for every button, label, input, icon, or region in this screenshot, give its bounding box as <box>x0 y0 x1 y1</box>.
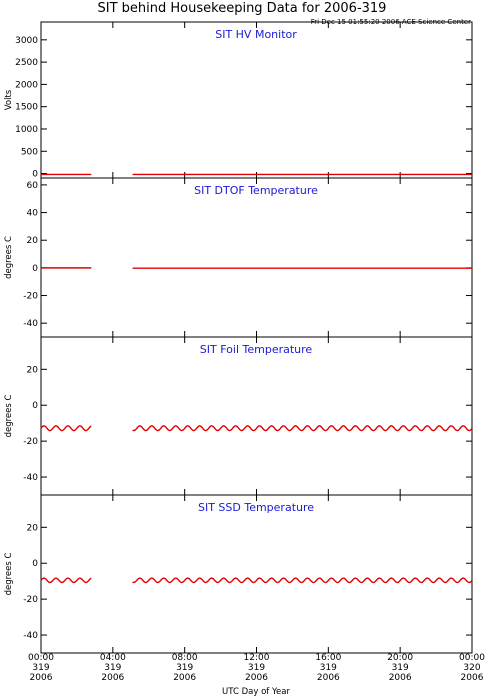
x-tick-time: 08:00 <box>172 653 198 663</box>
panels: SIT HV MonitorVolts050010001500200025003… <box>4 21 473 654</box>
y-tick-label: 20 <box>27 365 39 375</box>
x-tick-time: 04:00 <box>100 653 126 663</box>
y-tick-label: 40 <box>27 209 39 219</box>
y-tick-label: -20 <box>23 595 38 605</box>
x-tick-time: 12:00 <box>244 653 270 663</box>
y-tick-label: 0 <box>32 170 38 180</box>
y-axis-label: degrees C <box>4 553 14 596</box>
data-trace-segment <box>132 425 473 432</box>
y-tick-label: -20 <box>23 292 38 302</box>
x-tick-year: 2006 <box>245 673 268 683</box>
x-tick-doy: 319 <box>392 663 409 673</box>
y-tick-label: 0 <box>32 401 38 411</box>
y-tick-label: 500 <box>21 147 38 157</box>
y-tick-label: -20 <box>23 437 38 447</box>
x-axis-label: UTC Day of Year <box>222 687 290 697</box>
x-tick-doy: 319 <box>176 663 193 673</box>
y-axis-label: degrees C <box>4 236 14 279</box>
x-tick-year: 2006 <box>30 673 53 683</box>
x-tick-year: 2006 <box>389 673 412 683</box>
x-tick-time: 00:00 <box>28 653 54 663</box>
y-axis-label: Volts <box>4 89 14 110</box>
chart-panel-1: SIT HV Monitor Volts 0 500 1000 1500 2000 2500 3… <box>4 21 473 180</box>
y-tick-label: -40 <box>23 631 38 641</box>
y-tick-label: 1000 <box>15 125 38 135</box>
data-trace-segment <box>132 577 473 584</box>
x-tick-doy: 320 <box>463 663 480 673</box>
x-axis: 00:00319200604:00319200608:00319200612:0… <box>28 653 485 683</box>
x-tick-doy: 319 <box>248 663 265 673</box>
y-tick-label: -40 <box>23 473 38 483</box>
x-tick-year: 2006 <box>173 673 196 683</box>
x-tick-time: 20:00 <box>387 653 413 663</box>
y-tick-label: 1500 <box>15 103 38 113</box>
y-tick-label: 2000 <box>15 80 38 90</box>
panel-title: SIT Foil Temperature <box>200 343 313 356</box>
x-tick-year: 2006 <box>101 673 124 683</box>
y-tick-label: 20 <box>27 236 39 246</box>
chart-panel-3: SIT Foil Temperature degrees C -40 -20 0 20 <box>4 336 473 496</box>
y-tick-label: 0 <box>32 559 38 569</box>
panel-title: SIT HV Monitor <box>215 28 297 41</box>
y-tick-label: 2500 <box>15 58 38 68</box>
x-tick-year: 2006 <box>461 673 484 683</box>
x-tick-time: 16:00 <box>315 653 341 663</box>
panel-frame <box>40 494 473 654</box>
panel-title: SIT SSD Temperature <box>198 501 314 514</box>
panel-frame <box>40 21 473 179</box>
chart-panel-2: SIT DTOF Temperature degrees C -40 -20 0 20 40… <box>4 177 473 338</box>
data-trace-segment <box>40 577 92 584</box>
chart-panel-4: SIT SSD Temperature degrees C -40 -20 0 20 <box>4 494 473 654</box>
x-tick-doy: 319 <box>32 663 49 673</box>
y-tick-label: 0 <box>32 264 38 274</box>
panel-frame <box>40 336 473 496</box>
y-tick-label: 3000 <box>15 36 38 46</box>
x-tick-doy: 319 <box>320 663 337 673</box>
y-tick-label: 60 <box>27 181 39 191</box>
x-tick-year: 2006 <box>317 673 340 683</box>
x-tick-doy: 319 <box>104 663 121 673</box>
figure-title: SIT behind Housekeeping Data for 2006-31… <box>98 1 387 16</box>
panel-title: SIT DTOF Temperature <box>194 184 318 197</box>
y-axis-label: degrees C <box>4 395 14 438</box>
y-tick-label: 20 <box>27 523 39 533</box>
data-trace-segment <box>40 425 92 432</box>
x-tick-time: 00:00 <box>459 653 485 663</box>
y-tick-label: -40 <box>23 319 38 329</box>
panel-frame <box>40 177 473 338</box>
